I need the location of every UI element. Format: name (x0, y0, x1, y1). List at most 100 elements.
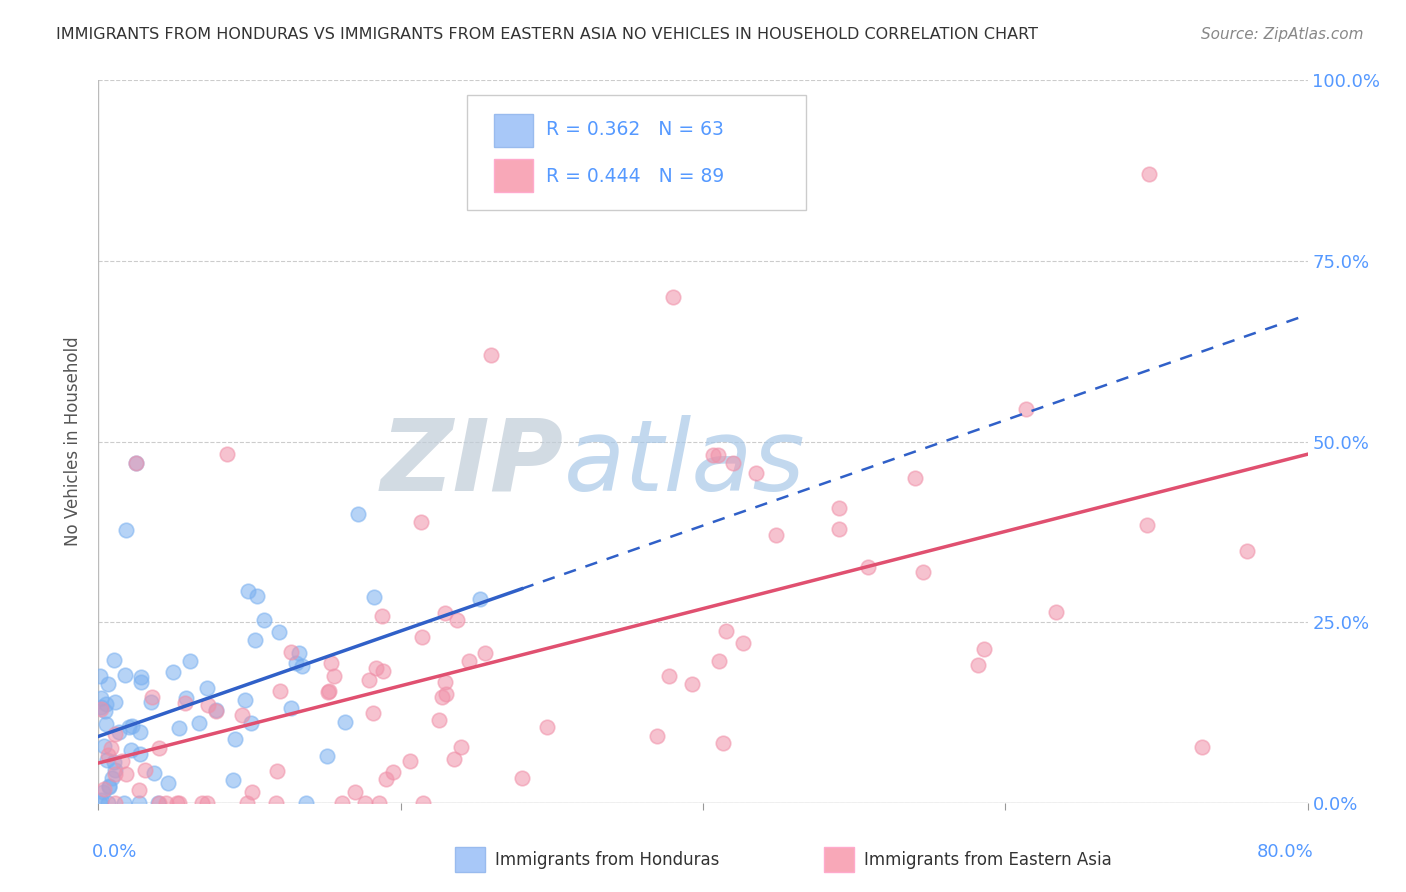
Point (536, 720, 558, 734)
Point (215, 447, 238, 461)
Point (1236, 543, 1258, 558)
Bar (494, 113, 533, 147)
Point (371, 609, 394, 624)
Point (269, 684, 291, 698)
Text: IMMIGRANTS FROM HONDURAS VS IMMIGRANTS FROM EASTERN ASIA NO VEHICLES IN HOUSEHOL: IMMIGRANTS FROM HONDURAS VS IMMIGRANTS F… (56, 27, 1038, 42)
Point (98, 780, 121, 794)
Point (205, 703, 228, 717)
Point (94, 717, 117, 731)
Point (911, 565, 934, 579)
Point (316, 684, 339, 698)
Point (246, 590, 269, 604)
Point (1045, 605, 1067, 619)
Point (101, 772, 124, 786)
Point (93, 739, 115, 754)
Text: Immigrants from Honduras: Immigrants from Honduras (495, 851, 720, 869)
Point (291, 659, 314, 673)
FancyBboxPatch shape (467, 95, 806, 211)
Point (111, 754, 134, 768)
Point (97, 748, 120, 763)
Point (510, 772, 533, 786)
Point (266, 796, 288, 810)
Point (148, 796, 170, 810)
Point (446, 613, 468, 627)
Point (131, 670, 153, 684)
Point (233, 692, 256, 706)
Point (148, 741, 170, 756)
Point (253, 613, 276, 627)
Point (125, 456, 148, 470)
Point (709, 654, 731, 668)
Text: Source: ZipAtlas.com: Source: ZipAtlas.com (1201, 27, 1364, 42)
Point (330, 796, 353, 810)
Point (266, 764, 288, 778)
Point (191, 796, 214, 810)
Point (97, 780, 120, 794)
Y-axis label: No Vehicles in Household: No Vehicles in Household (65, 336, 83, 547)
Point (765, 527, 787, 541)
Point (658, 669, 681, 683)
Point (141, 690, 163, 704)
Point (354, 796, 377, 810)
Point (128, 796, 150, 810)
Point (1191, 740, 1213, 755)
Point (128, 725, 150, 739)
Point (430, 690, 453, 704)
Point (319, 657, 342, 671)
Point (120, 743, 142, 757)
Point (114, 668, 136, 682)
Point (335, 714, 357, 729)
Point (108, 724, 131, 739)
Point (90, 792, 112, 806)
Point (195, 681, 218, 695)
Point (204, 704, 226, 718)
Point (323, 668, 346, 682)
Point (702, 448, 724, 462)
Point (412, 796, 434, 810)
Point (143, 765, 166, 780)
Point (91, 784, 114, 798)
Text: R = 0.444   N = 89: R = 0.444 N = 89 (546, 167, 724, 186)
Point (155, 796, 177, 810)
Point (97, 796, 120, 810)
Point (375, 772, 398, 786)
Point (104, 727, 127, 741)
Point (90, 699, 112, 714)
Point (134, 764, 156, 778)
Point (744, 466, 766, 480)
Point (443, 751, 465, 765)
Point (104, 695, 127, 709)
Point (363, 590, 385, 604)
Point (1014, 401, 1036, 416)
Point (398, 754, 420, 768)
Point (363, 706, 385, 720)
Point (103, 653, 125, 667)
Bar (824, 847, 855, 872)
Point (645, 729, 668, 743)
Point (93, 782, 115, 797)
Point (681, 676, 703, 690)
Point (157, 776, 180, 790)
Point (115, 767, 138, 781)
Point (316, 749, 339, 764)
Point (222, 773, 245, 788)
Point (188, 716, 211, 731)
Point (827, 501, 849, 516)
Point (723, 456, 745, 470)
Point (179, 654, 201, 668)
Point (129, 747, 152, 762)
Point (146, 796, 169, 810)
Point (167, 796, 190, 810)
Text: R = 0.362   N = 63: R = 0.362 N = 63 (546, 120, 724, 139)
Point (103, 755, 125, 769)
Point (707, 448, 730, 462)
Point (450, 739, 472, 754)
Point (364, 661, 387, 675)
Point (245, 632, 267, 647)
Bar (456, 847, 485, 872)
Point (828, 522, 851, 536)
Text: 80.0%: 80.0% (1257, 843, 1313, 861)
Point (269, 624, 291, 639)
Point (382, 764, 405, 779)
Text: ZIP: ZIP (381, 415, 564, 512)
